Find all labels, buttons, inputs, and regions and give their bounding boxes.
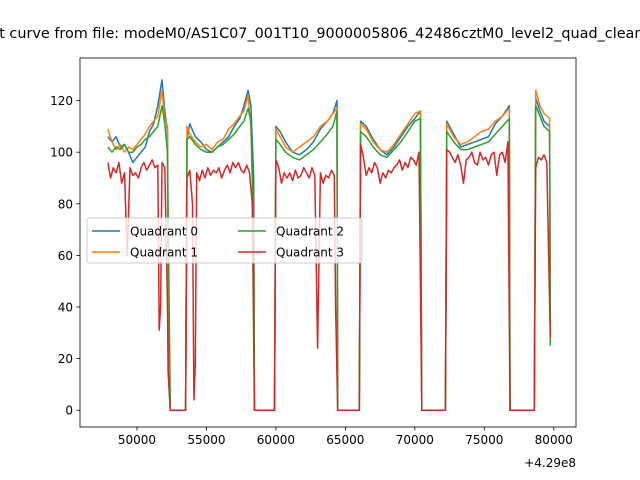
y-tick-label: 40: [58, 301, 73, 315]
x-tick-label: 65000: [326, 433, 364, 447]
y-tick-label: 60: [58, 249, 73, 263]
x-tick-label: 55000: [187, 433, 225, 447]
y-tick-label: 0: [65, 404, 73, 418]
legend-label: Quadrant 2: [276, 225, 344, 239]
series-line-quadrant-2: [107, 104, 552, 411]
x-tick-label: 60000: [257, 433, 295, 447]
legend-frame: [86, 217, 363, 264]
legend-label: Quadrant 0: [130, 225, 198, 239]
x-tick-label: 75000: [465, 433, 503, 447]
x-axis-ticks: 50000 55000 60000 65000 70000 75000 80000: [118, 427, 573, 447]
y-axis-ticks: 0 20 40 60 80 100 120: [50, 94, 80, 418]
y-tick-label: 100: [50, 146, 73, 160]
axes-frame: [79, 57, 577, 428]
x-tick-label: 80000: [535, 433, 573, 447]
y-tick-label: 20: [58, 352, 73, 366]
legend: Quadrant 0 Quadrant 1 Quadrant 2 Quadrant 3: [86, 217, 363, 264]
series-line-quadrant-0: [107, 79, 552, 411]
x-tick-label: 70000: [396, 433, 434, 447]
y-tick-label: 120: [50, 94, 73, 108]
y-tick-label: 80: [58, 197, 73, 211]
chart-title: Light curve from file: modeM0/AS1C07_001…: [0, 26, 640, 42]
series-line-quadrant-1: [107, 89, 552, 411]
legend-label: Quadrant 3: [276, 246, 344, 260]
legend-label: Quadrant 1: [130, 246, 198, 260]
x-axis-offset-label: +4.29e8: [524, 456, 576, 470]
series-lines: [107, 79, 552, 411]
x-tick-label: 50000: [118, 433, 156, 447]
series-line-quadrant-3: [107, 141, 552, 411]
